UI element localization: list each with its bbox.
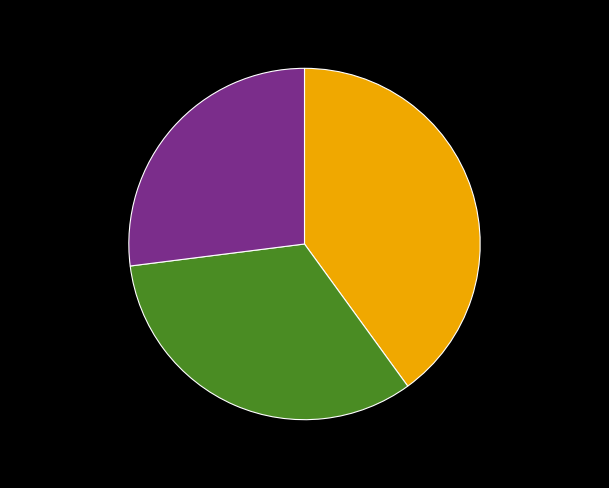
Wedge shape [130, 244, 408, 420]
Wedge shape [129, 68, 304, 266]
Wedge shape [304, 68, 480, 386]
